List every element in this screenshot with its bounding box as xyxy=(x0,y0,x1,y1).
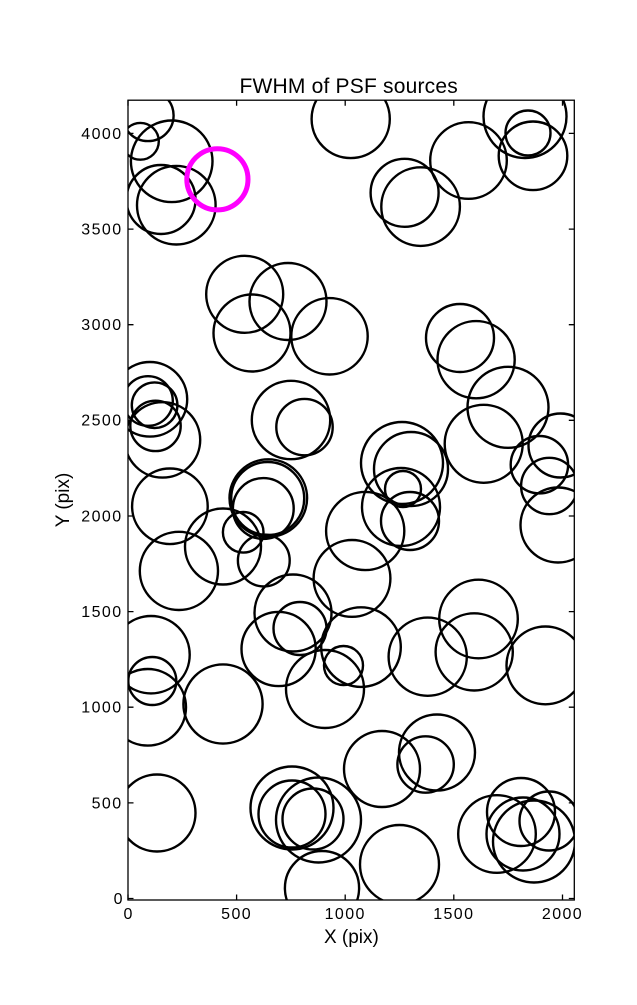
svg-text:2000: 2000 xyxy=(81,508,122,525)
svg-text:4000: 4000 xyxy=(81,126,122,143)
svg-text:0: 0 xyxy=(124,906,133,923)
svg-text:500: 500 xyxy=(221,906,252,923)
svg-text:0: 0 xyxy=(114,891,123,908)
svg-text:3000: 3000 xyxy=(81,317,122,334)
svg-text:1500: 1500 xyxy=(81,604,122,621)
svg-text:1000: 1000 xyxy=(325,906,366,923)
svg-text:1500: 1500 xyxy=(433,906,474,923)
svg-text:1000: 1000 xyxy=(81,700,122,717)
svg-text:Y (pix): Y (pix) xyxy=(53,473,74,528)
svg-text:3500: 3500 xyxy=(81,222,122,239)
svg-text:2000: 2000 xyxy=(542,906,583,923)
svg-text:2500: 2500 xyxy=(81,413,122,430)
svg-text:X (pix): X (pix) xyxy=(324,927,379,948)
svg-text:FWHM of PSF sources: FWHM of PSF sources xyxy=(239,75,458,98)
svg-text:500: 500 xyxy=(92,795,123,812)
